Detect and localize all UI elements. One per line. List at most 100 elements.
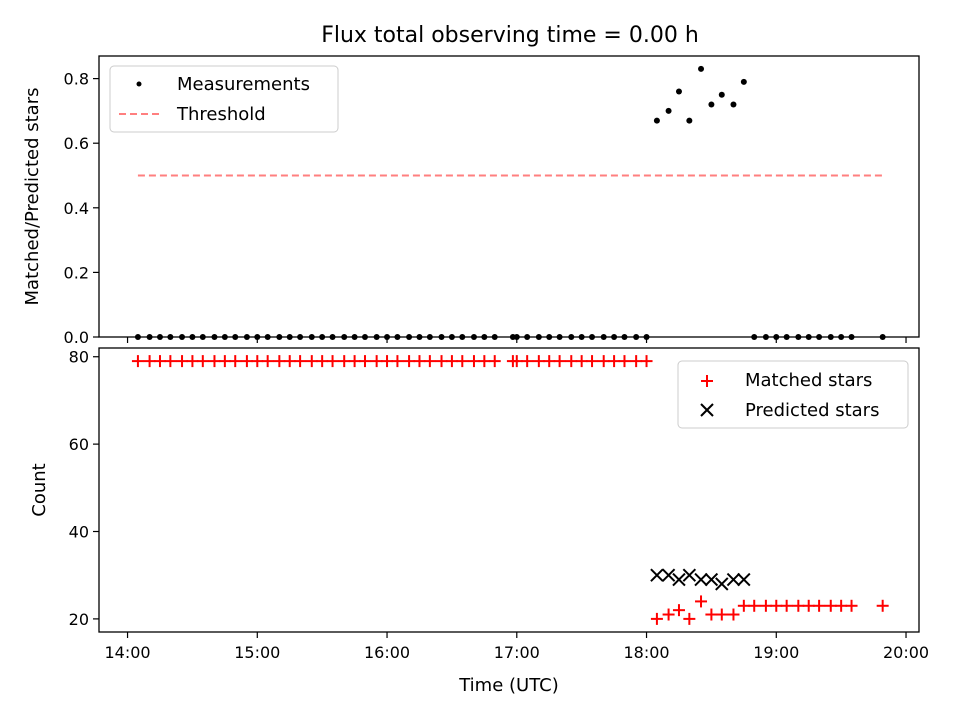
matched-star-marker (273, 355, 286, 368)
matched-star-marker (143, 355, 156, 368)
matched-star-marker (326, 355, 339, 368)
matched-star-marker (813, 599, 826, 612)
measurement-point (686, 117, 693, 124)
x-axis-label: Time (UTC) (458, 675, 559, 696)
matched-star-marker (196, 355, 209, 368)
matched-star-marker (618, 355, 631, 368)
matched-star-marker (435, 355, 448, 368)
matched-star-marker (824, 599, 837, 612)
chart-title: Flux total observing time = 0.00 h (321, 23, 699, 48)
matched-star-marker (543, 355, 556, 368)
bottom-panel-y-axis-label: Count (29, 463, 50, 516)
matched-star-marker (305, 355, 318, 368)
matched-star-marker (727, 608, 740, 621)
matched-star-marker (521, 355, 534, 368)
top-panel: 0.00.20.40.60.8 Matched/Predicted stars … (22, 55, 920, 347)
matched-star-marker (445, 355, 458, 368)
matched-star-marker (695, 595, 708, 608)
matched-star-marker (218, 355, 231, 368)
legend-label-threshold: Threshold (176, 104, 266, 125)
matched-star-marker (478, 355, 491, 368)
predicted-star-marker (694, 572, 708, 587)
matched-star-marker (164, 355, 177, 368)
predicted-star-marker (704, 572, 719, 587)
predicted-stars-legend-marker (700, 403, 714, 417)
matched-star-marker (565, 355, 578, 368)
matched-star-marker (748, 599, 761, 612)
top-panel-y-axis-label: Matched/Predicted stars (22, 88, 43, 306)
matched-star-marker (283, 355, 296, 368)
x-tick-label: 20:00 (883, 643, 929, 662)
matched-star-marker (683, 612, 696, 625)
y-tick-label: 0.2 (64, 263, 89, 282)
predicted-star-marker (650, 568, 664, 582)
y-tick-label: 0.4 (64, 199, 89, 218)
matched-star-marker (876, 599, 889, 612)
matched-star-marker (261, 355, 274, 368)
matched-star-marker (467, 355, 480, 368)
matched-star-marker (770, 599, 783, 612)
predicted-star-marker (672, 572, 686, 587)
measurement-point (708, 101, 715, 108)
legend-label-predicted-stars: Predicted stars (745, 400, 879, 421)
matched-star-marker (640, 355, 653, 368)
matched-star-marker (630, 355, 643, 368)
top-panel-legend: Measurements Threshold (109, 65, 339, 133)
matched-star-marker (586, 355, 599, 368)
matched-star-marker (575, 355, 588, 368)
measurement-point (653, 117, 660, 124)
matched-star-marker (381, 355, 394, 368)
matched-star-marker (413, 355, 426, 368)
measurement-point (698, 65, 705, 72)
matched-star-marker (240, 355, 253, 368)
y-tick-label: 80 (69, 348, 89, 367)
legend-label-measurements: Measurements (177, 74, 310, 95)
y-tick-label: 20 (69, 610, 89, 629)
bottom-panel-ticks: 20 40 60 80 14:00 15:00 16:00 17:00 18:00 19:00 20… (69, 348, 929, 662)
measurement-point (718, 91, 725, 98)
matched-star-marker (792, 599, 805, 612)
x-tick-label: 17:00 (494, 643, 540, 662)
x-tick-label: 18:00 (623, 643, 669, 662)
matched-star-marker (662, 608, 675, 621)
predicted-star-marker (726, 572, 741, 587)
matched-star-marker (153, 355, 166, 368)
matched-star-marker (759, 599, 772, 612)
matched-star-marker (510, 355, 523, 368)
top-panel-frame (98, 55, 920, 338)
matched-star-marker (131, 355, 144, 368)
measurement-point (675, 88, 682, 95)
measurement-point (740, 78, 747, 85)
measurement-point (730, 101, 737, 108)
predicted-star-marker (682, 568, 697, 582)
matched-star-marker (176, 355, 189, 368)
bottom-panel-frame (98, 347, 920, 633)
matched-star-marker (672, 604, 685, 617)
y-tick-label: 60 (69, 435, 89, 454)
matched-star-marker (737, 599, 750, 612)
matched-star-marker (186, 355, 199, 368)
matched-star-marker (423, 355, 436, 368)
matched-star-marker (488, 355, 501, 368)
bottom-panel-legend: Matched stars Predicted stars (677, 360, 909, 429)
matched-star-marker (553, 355, 566, 368)
legend-frame (109, 65, 339, 133)
matched-star-marker (358, 355, 371, 368)
matched-star-marker (835, 599, 848, 612)
legend-frame (677, 360, 909, 429)
matched-star-marker (456, 355, 469, 368)
predicted-star-marker (715, 577, 729, 591)
matched-stars-legend-marker (701, 375, 713, 387)
matched-star-marker (403, 355, 416, 368)
matched-star-marker (208, 355, 221, 368)
matched-star-marker (780, 599, 793, 612)
matched-star-marker (597, 355, 610, 368)
x-tick-label: 14:00 (104, 643, 150, 662)
matched-star-marker (802, 599, 815, 612)
matched-star-marker (348, 355, 361, 368)
top-panel-ticks: 0.0 0.2 0.4 0.6 0.8 (64, 70, 907, 347)
x-tick-label: 15:00 (234, 643, 280, 662)
legend-label-matched-stars: Matched stars (745, 370, 872, 391)
matched-star-marker (705, 608, 718, 621)
